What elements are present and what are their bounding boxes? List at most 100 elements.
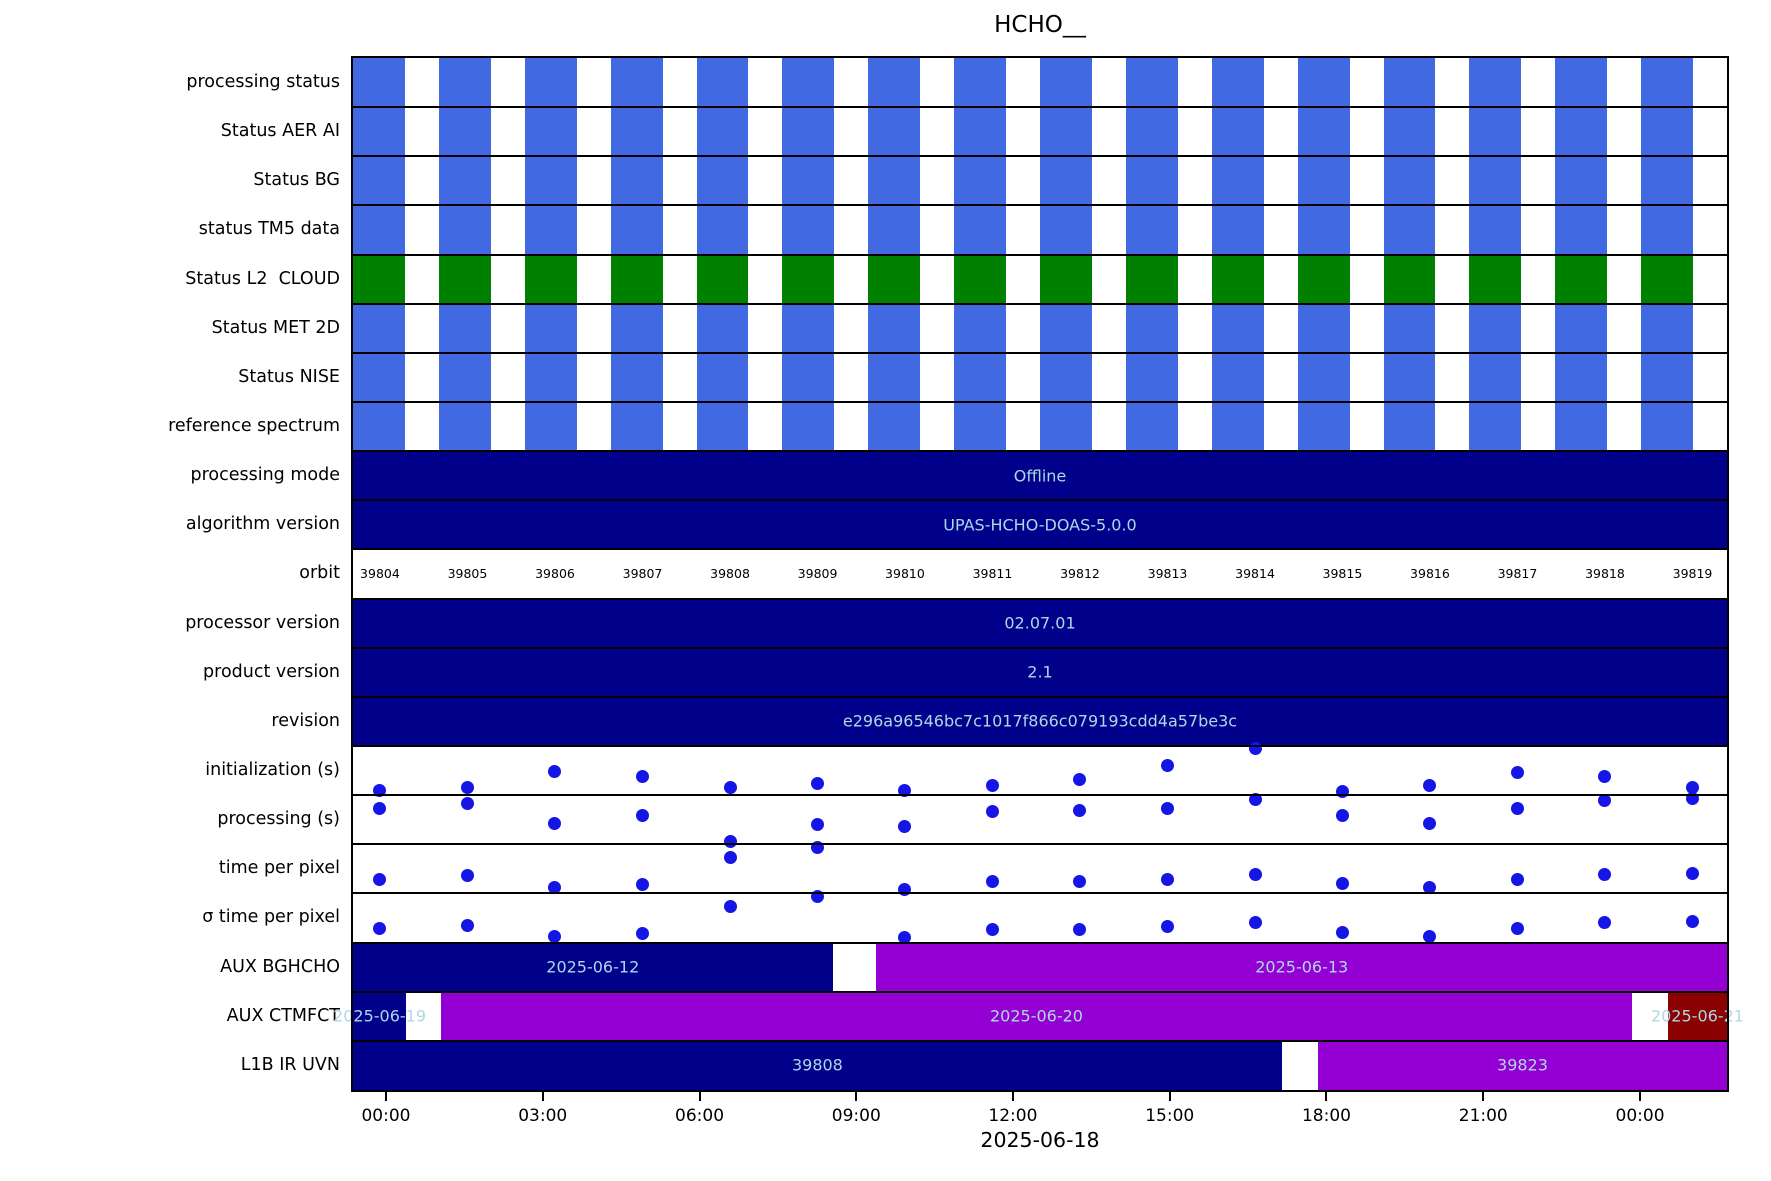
status-bar	[954, 107, 1007, 157]
x-axis-date-label: 2025-06-18	[980, 1128, 1100, 1152]
row-label: processor version	[185, 612, 340, 633]
scatter-dot	[1598, 793, 1612, 807]
scatter-dot	[811, 777, 825, 791]
status-bar	[696, 303, 749, 353]
status-bar	[1555, 205, 1608, 255]
status-bar	[1555, 156, 1608, 206]
timeline-segment: 02.07.01	[353, 598, 1727, 648]
timeline-segment: 2025-06-13	[876, 942, 1727, 992]
status-bar	[524, 402, 577, 452]
row-label: σ time per pixel	[202, 907, 340, 928]
grid-line	[353, 843, 1727, 846]
row-label: Status NISE	[238, 366, 340, 387]
status-bar	[954, 156, 1007, 206]
segment-label: 39823	[1497, 1055, 1548, 1075]
row-label: Status MET 2D	[211, 317, 340, 338]
scatter-dot	[898, 783, 912, 797]
scatter-dot	[1073, 875, 1087, 889]
x-tick-label: 12:00	[988, 1106, 1038, 1126]
status-bar	[1641, 402, 1694, 452]
status-bar	[954, 205, 1007, 255]
status-bar	[1297, 205, 1350, 255]
scatter-dot	[460, 781, 474, 795]
orbit-number: 39813	[1147, 566, 1188, 581]
scatter-dot	[1073, 922, 1087, 936]
status-bar	[1040, 107, 1092, 157]
status-bar	[1469, 58, 1522, 108]
status-bar	[1125, 303, 1178, 353]
status-bar	[438, 352, 491, 402]
grid-line	[353, 450, 1727, 453]
status-bar	[696, 402, 749, 452]
grid-line	[353, 106, 1727, 109]
timeline-segment: 2025-06-19	[333, 991, 426, 1041]
segment-label: 02.07.01	[1004, 613, 1076, 633]
scatter-dot	[1598, 867, 1612, 881]
scatter-dot	[985, 804, 999, 818]
row-label: processing (s)	[217, 809, 340, 830]
row-label: processing mode	[190, 465, 340, 486]
status-bar	[1040, 402, 1092, 452]
status-bar	[353, 156, 405, 206]
status-bar	[1641, 58, 1694, 108]
segment-label: 2025-06-21	[1650, 1006, 1744, 1026]
status-bar	[610, 402, 663, 452]
scatter-dot	[723, 834, 737, 848]
row-label: status TM5 data	[198, 219, 340, 240]
scatter-dot	[1073, 773, 1087, 787]
timeline-segment: e296a96546bc7c1017f866c079193cdd4a57be3c	[353, 696, 1727, 746]
scatter-dot	[811, 817, 825, 831]
scatter-dot	[373, 783, 387, 797]
status-bar	[1125, 254, 1178, 304]
scatter-dot	[636, 808, 649, 822]
scatter-dot	[1248, 915, 1262, 929]
scatter-dot	[1686, 781, 1699, 795]
grid-line	[353, 745, 1727, 747]
status-bar	[696, 205, 749, 255]
scatter-dot	[1335, 808, 1349, 822]
status-bar	[1040, 352, 1092, 402]
grid-line	[353, 548, 1727, 551]
status-bar	[1469, 402, 1522, 452]
status-bar	[868, 58, 921, 108]
status-bar	[868, 107, 921, 157]
row-label: revision	[271, 710, 340, 731]
scatter-dot	[898, 931, 912, 945]
status-bar	[1469, 107, 1522, 157]
status-bar	[438, 254, 491, 304]
status-bar	[1383, 107, 1436, 157]
row-label: algorithm version	[185, 514, 340, 535]
timeline-segment: Offline	[353, 451, 1727, 501]
status-bar	[696, 156, 749, 206]
status-bar	[1211, 107, 1264, 157]
row-label: Status AER AI	[220, 121, 340, 142]
status-bar	[1297, 58, 1350, 108]
status-bar	[1211, 156, 1264, 206]
segment-label: 2.1	[1027, 662, 1053, 682]
x-tick-mark	[1325, 1092, 1328, 1101]
scatter-dot	[1686, 866, 1699, 880]
status-bar	[524, 254, 577, 304]
status-bar	[1641, 107, 1694, 157]
status-bar	[1469, 205, 1522, 255]
status-bar	[1297, 107, 1350, 157]
status-bar	[1125, 402, 1178, 452]
segment-label: Offline	[1013, 466, 1067, 486]
status-bar	[1211, 303, 1264, 353]
scatter-dot	[548, 765, 562, 779]
scatter-dot	[548, 881, 562, 895]
scatter-dot	[373, 921, 387, 935]
status-bar	[438, 156, 491, 206]
scatter-dot	[1161, 919, 1174, 933]
status-bar	[782, 303, 835, 353]
status-bar	[1383, 303, 1436, 353]
status-bar	[524, 352, 577, 402]
status-bar	[1641, 205, 1694, 255]
x-tick-label: 03:00	[518, 1106, 568, 1126]
x-tick-label: 18:00	[1301, 1106, 1351, 1126]
scatter-dot	[460, 918, 474, 932]
scatter-dot	[636, 770, 649, 784]
grid-line	[353, 695, 1727, 698]
status-bar	[1641, 254, 1694, 304]
status-bar	[1383, 58, 1436, 108]
